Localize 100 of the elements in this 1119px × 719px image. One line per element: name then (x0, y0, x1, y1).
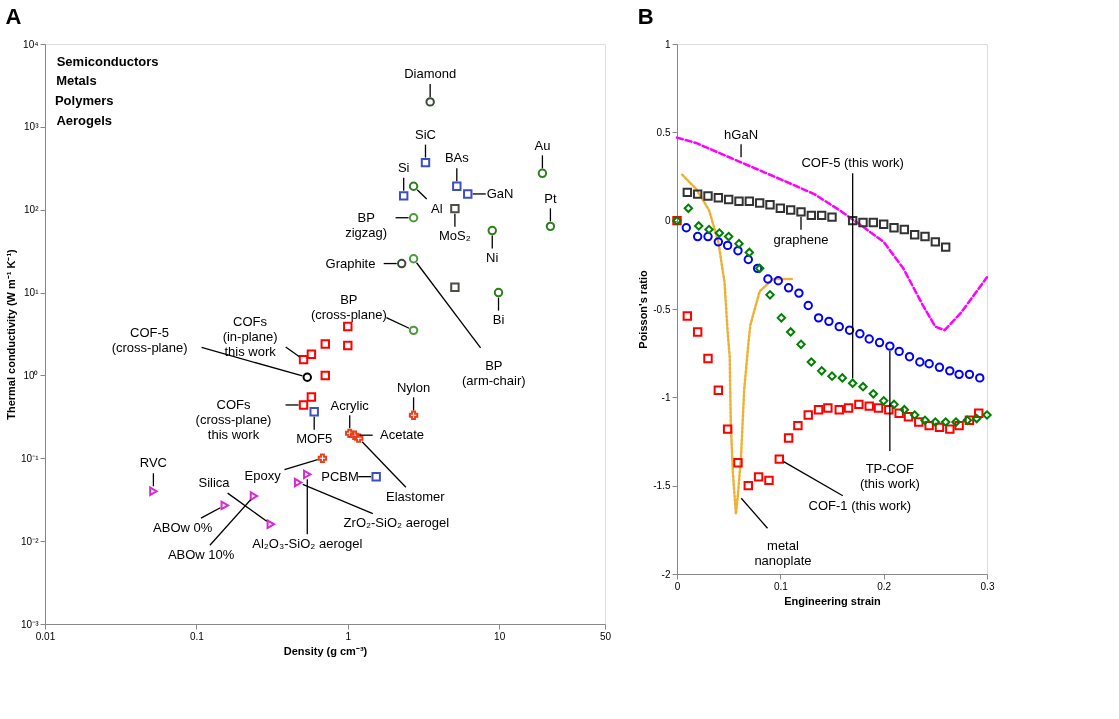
annotation: ZrO₂-SiO₂ aerogel (343, 515, 450, 531)
x-tick-label: 50 (599, 630, 612, 642)
point (681, 223, 692, 233)
point (930, 417, 941, 427)
point (816, 210, 827, 221)
point (951, 417, 961, 427)
annotation: RVC (139, 455, 168, 471)
point (723, 194, 734, 205)
y-tick-label: 10⁴ (23, 38, 39, 50)
point (734, 238, 744, 249)
point (722, 240, 733, 251)
y-tick-label: 10³ (24, 121, 40, 133)
annotation: Al₂O₃-SiO₂ aerogel (252, 536, 363, 552)
annotation: Aerogels (56, 112, 113, 128)
point (827, 371, 837, 381)
point (765, 200, 775, 210)
point (920, 415, 930, 426)
point (803, 410, 813, 420)
point (783, 283, 794, 293)
point (954, 369, 964, 380)
y-tick-label: 10¹ (24, 287, 40, 299)
annotation: Pt (544, 190, 557, 206)
y-tick-label: 0.5 (656, 126, 671, 138)
point (704, 224, 714, 235)
annotation: Elastomer (386, 489, 446, 505)
point (954, 420, 964, 431)
annotation: COF-5 (this work) (801, 155, 904, 171)
point (894, 346, 904, 357)
annotation: Acrylic (330, 397, 370, 413)
y-axis-title: Thermal conductivity (W m⁻¹ K⁻¹) (5, 248, 18, 420)
point (714, 228, 725, 238)
annotation: ABOw 0% (153, 519, 213, 535)
point (924, 359, 934, 369)
point (884, 404, 894, 415)
point (744, 196, 755, 206)
annotation: COF-1 (this work) (808, 497, 912, 513)
point (806, 357, 817, 367)
point (924, 420, 934, 431)
point (785, 327, 796, 337)
point (785, 205, 796, 215)
annotation: Epoxy (244, 468, 282, 484)
point (858, 217, 868, 228)
point (823, 403, 833, 413)
annotation: Ni (486, 250, 499, 266)
point (974, 408, 984, 418)
annotation: Bi (492, 312, 505, 328)
annotation: SiC (415, 126, 436, 142)
annotation: hGaN (724, 126, 759, 142)
y-tick-label: -1.5 (653, 480, 671, 492)
y-tick-label: -1 (661, 391, 671, 403)
point (834, 404, 844, 415)
annotation: BP (arm-chair) (462, 357, 526, 388)
point (899, 404, 910, 415)
point (692, 189, 703, 199)
point (873, 403, 884, 413)
point (763, 274, 773, 284)
point (894, 408, 904, 418)
x-tick-label: 0.1 (189, 630, 205, 642)
annotation: BP zigzag) (345, 209, 388, 240)
point (982, 410, 992, 420)
point (744, 247, 755, 258)
point (734, 196, 744, 206)
point (775, 203, 786, 214)
point (682, 187, 693, 198)
point (945, 366, 955, 376)
point (682, 311, 693, 321)
point (837, 373, 848, 383)
y-tick-label: -0.5 (653, 303, 671, 315)
point (855, 329, 865, 339)
point (889, 399, 899, 410)
point (713, 237, 724, 247)
x-tick-label: 0 (674, 580, 681, 592)
point (885, 341, 895, 351)
y-tick-label: 0 (664, 215, 671, 227)
point (783, 433, 794, 443)
point (868, 389, 879, 399)
point (693, 221, 704, 231)
point (683, 203, 694, 214)
point (909, 410, 920, 420)
point (940, 242, 951, 252)
y-tick-label: 10⁻² (21, 535, 40, 547)
point (864, 401, 874, 411)
point (914, 417, 924, 427)
annotation: COF-5 (cross-plane) (111, 324, 188, 355)
annotation: TP-COF (this work) (859, 460, 920, 491)
annotation: MoS₂ (439, 228, 471, 244)
annotation: GaN (486, 185, 514, 201)
point (964, 369, 975, 380)
annotation: graphene (773, 231, 829, 247)
point (764, 475, 774, 486)
point (773, 276, 783, 286)
annotation: Polymers (54, 93, 114, 108)
point (940, 417, 951, 427)
point (806, 210, 817, 221)
y-tick-label: 10⁻¹ (21, 452, 40, 464)
point (733, 246, 743, 256)
point (793, 420, 803, 431)
point (858, 382, 868, 392)
annotation: Semiconductors (56, 53, 159, 69)
point (874, 337, 885, 348)
